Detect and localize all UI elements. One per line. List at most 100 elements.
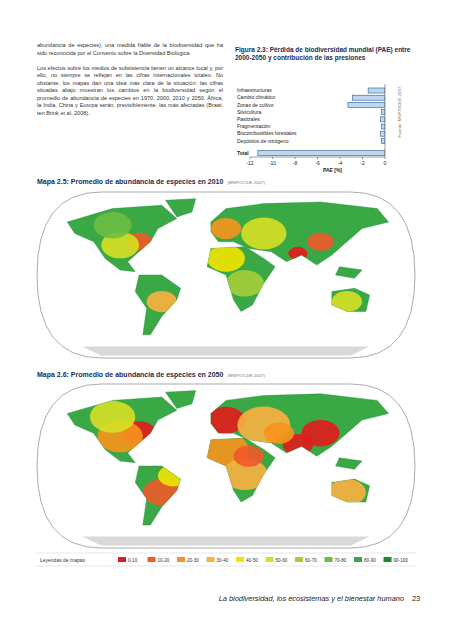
antarctica <box>82 537 369 546</box>
bar <box>382 110 385 115</box>
footer-text: La biodiversidad, los ecosistemas y el b… <box>219 594 404 603</box>
map <box>37 192 415 358</box>
x-tick <box>340 157 341 159</box>
x-tick <box>295 157 296 159</box>
legend-item: 30-40 <box>217 558 229 563</box>
continent <box>336 267 362 279</box>
x-tick <box>272 157 273 159</box>
bar <box>381 131 386 136</box>
continent <box>135 275 180 335</box>
abundance-area <box>147 291 177 312</box>
abundance-area <box>307 233 333 252</box>
x-tick-label: -2 <box>360 160 365 166</box>
legend-item: 70-80 <box>335 558 347 563</box>
chart-title: Figura 2.3: Pérdida de biodiversidad mun… <box>235 46 417 63</box>
map-source: (MNP/OCDE 2007) <box>227 180 265 185</box>
legend-swatch <box>354 557 362 562</box>
category-label: Depósitos de nitrógeno <box>237 138 289 144</box>
map-frame <box>37 384 415 548</box>
abundance-area <box>226 270 264 296</box>
legend-rule <box>37 553 416 554</box>
map <box>37 384 415 548</box>
abundance-area <box>264 423 294 444</box>
legend-swatch <box>236 557 244 562</box>
bar <box>381 117 386 122</box>
category-label: Zonas de cultivo <box>237 102 274 108</box>
category-label: Infraestructuras <box>237 87 272 93</box>
continent <box>166 199 196 217</box>
paragraph: Los efectos sobre los medios de subsiste… <box>37 65 223 118</box>
bar <box>382 138 385 143</box>
map-title-text: Mapa 2.5: Promedio de abundancia de espe… <box>37 178 223 185</box>
page: InfraestructurasCambio climático Zonas de… <box>0 0 453 640</box>
continent <box>67 205 177 271</box>
bar <box>348 102 385 107</box>
abundance-area <box>158 465 188 486</box>
category-label: Silvicultura <box>237 109 261 115</box>
abundance-area <box>234 446 264 467</box>
x-tick-label: -12 <box>246 160 253 166</box>
x-tick <box>317 157 318 159</box>
x-tick-label: -10 <box>269 160 276 166</box>
x-tick-label: -6 <box>315 160 320 166</box>
category-label: Pastizales <box>237 116 260 122</box>
category-label: Fragmentación <box>237 123 271 129</box>
page-number: 23 <box>412 594 420 603</box>
bars <box>258 88 385 156</box>
category-label: Total <box>237 150 249 156</box>
legend-item: 10-20 <box>158 558 170 563</box>
x-tick-label: -8 <box>293 160 298 166</box>
legend-item: 60-70 <box>305 558 317 563</box>
legend-swatch <box>384 557 392 562</box>
zero-line <box>385 84 386 157</box>
legend-swatch <box>295 557 303 562</box>
abundance-area <box>211 218 241 239</box>
paragraph: abundancia de especies), una medida fiab… <box>37 42 223 57</box>
map-frame <box>37 192 415 358</box>
antarctica <box>82 346 369 355</box>
legend-item: 50-60 <box>276 558 288 563</box>
x-tick-label: 0 <box>384 160 387 166</box>
legend-rule <box>37 566 416 567</box>
legend-item: 20-30 <box>187 558 199 563</box>
abundance-area <box>302 420 340 446</box>
legend-item: 90-100 <box>394 558 409 563</box>
legend-swatch <box>325 557 333 562</box>
x-tick <box>385 157 386 159</box>
map-title-text: Mapa 2.6: Promedio de abundancia de espe… <box>37 371 223 378</box>
category-label: Cambio climático <box>237 94 275 100</box>
continent <box>336 458 362 469</box>
x-tick-label: -4 <box>338 160 343 166</box>
legend-label: Leyendas de mapas <box>40 557 86 563</box>
abundance-areas <box>90 401 366 506</box>
continent <box>67 397 177 463</box>
abundance-area <box>332 291 362 312</box>
abundance-area <box>328 479 366 505</box>
map-title: Mapa 2.5: Promedio de abundancia de espe… <box>37 178 265 185</box>
bar <box>258 151 385 156</box>
x-axis-label: PAE [%] <box>323 167 342 173</box>
abundance-area <box>94 212 132 238</box>
legend-item: 40-50 <box>246 558 258 563</box>
category-label: Biocombustibles forestales <box>237 130 297 136</box>
text-column: abundancia de especies), una medida fiab… <box>37 42 223 125</box>
continent <box>332 288 370 311</box>
legend-swatch <box>207 557 215 562</box>
bar <box>352 95 385 100</box>
bar <box>382 124 385 129</box>
legend-item: 0-10 <box>128 558 138 563</box>
legend-swatch <box>148 557 156 562</box>
continent <box>166 391 196 409</box>
abundance-areas <box>94 212 362 312</box>
abundance-area <box>207 245 245 271</box>
x-tick <box>250 157 251 159</box>
legend-item: 80-90 <box>364 558 376 563</box>
x-tick <box>362 157 363 159</box>
chart-source: Fuente: MNP/OCDE 2007 <box>397 86 402 137</box>
abundance-area <box>241 218 286 250</box>
abundance-area <box>288 247 307 260</box>
abundance-area <box>90 401 135 433</box>
bar <box>368 88 385 93</box>
map-title: Mapa 2.6: Promedio de abundancia de espe… <box>37 371 265 378</box>
legend-swatch <box>177 557 185 562</box>
